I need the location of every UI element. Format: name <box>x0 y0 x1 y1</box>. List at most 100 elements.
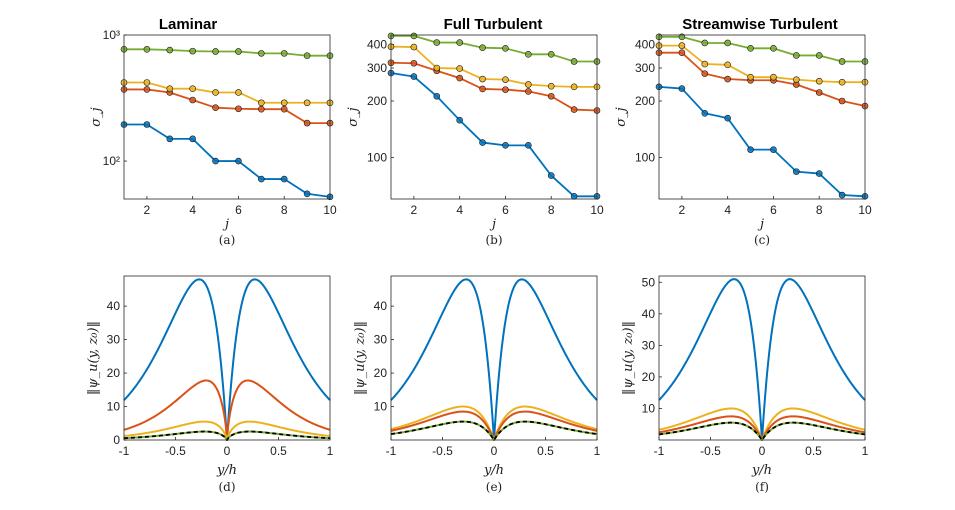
panel-b-series-1-line <box>390 61 598 112</box>
panel-b-series-0-point <box>433 92 441 100</box>
panel-b-series-1-point <box>547 92 555 100</box>
panel-e-ytick-label: 40 <box>374 299 388 313</box>
panel-c-series-0-point <box>793 168 800 175</box>
panel-a-marks: 2 4 6 8 10 10² 10³ <box>103 28 337 217</box>
panel-e-xtick-label: -1 <box>386 444 397 458</box>
panel-c-frame <box>658 34 866 200</box>
panel-a-series-3-point <box>303 52 311 60</box>
panel-a-series-0-point <box>143 121 151 128</box>
panel-b-series-2-point <box>479 75 486 83</box>
panel-f-xtick-label: -1 <box>654 444 665 458</box>
panel-c-series-0-point <box>815 170 823 177</box>
panel-b-xtick-label: 4 <box>456 203 463 217</box>
panel-f-streamwise-turbulent-psi: -1 -0.5 0 0.5 1 10 20 30 40 50 y/h ‖ψ_u(y, z₀)‖ (… <box>621 275 869 494</box>
panel-b-ylabel: σ_j <box>346 107 361 126</box>
panel-b-marks: 2 4 6 8 10 100 200 300 400 <box>367 32 604 217</box>
panel-f-xtick-label: 1 <box>862 444 869 458</box>
panel-b-xtick-label: 10 <box>590 203 604 217</box>
panel-c-series-2-point <box>815 77 823 85</box>
panel-a-series-2-point <box>212 89 219 96</box>
panel-a-series-3-line <box>124 48 330 57</box>
panel-e-xlabel: y/h <box>483 463 504 478</box>
panel-b-series-0-point <box>502 142 509 149</box>
panel-a-xtick-label: 4 <box>189 203 196 217</box>
panel-f-ytick-label: 50 <box>642 275 656 289</box>
panel-c-series-0-point <box>701 109 709 117</box>
panel-b-series-1-point <box>410 59 418 67</box>
panel-f-marks: -1 -0.5 0 0.5 1 10 20 30 40 50 <box>642 275 869 458</box>
panel-c-series-2-point <box>701 60 709 68</box>
panel-d-ytick-label: 0 <box>113 433 120 447</box>
panel-a-caption: (a) <box>219 233 236 247</box>
panel-f-ytick-label: 10 <box>642 401 656 415</box>
panel-e-caption: (e) <box>486 480 502 494</box>
panel-c-series-0-point <box>770 146 777 153</box>
panel-f-series-0-line <box>658 278 866 441</box>
panel-b-series-2-point <box>456 65 463 72</box>
panel-d-xtick-label: 1 <box>327 444 334 458</box>
panel-b-series-0-line <box>390 72 597 198</box>
panel-a-series-2-point <box>143 79 151 86</box>
panel-a-series-2-line <box>124 81 330 104</box>
panel-a-xtick-label: 2 <box>144 203 151 217</box>
panel-c-series-3-point <box>724 39 731 47</box>
panel-b-series-3-point <box>433 39 441 46</box>
panel-c-series-3-line <box>659 35 865 63</box>
panel-a-series-2-point <box>280 99 288 107</box>
panel-f-series-dashed-black-line <box>658 421 866 441</box>
panel-d-ylabel: ‖ψ_u(y, z₀)‖ <box>86 321 101 395</box>
panel-b-series-1-point <box>456 74 463 82</box>
panel-a-series-2-point <box>235 89 242 96</box>
panel-c-xtick-label: 10 <box>858 203 872 217</box>
panel-b-series-2-point <box>433 64 441 72</box>
panel-c-xtick-label: 2 <box>679 203 686 217</box>
panel-b-xlabel: j <box>489 217 496 232</box>
panel-d-xlabel: y/h <box>216 463 237 478</box>
panel-a-series-1-point <box>303 119 311 127</box>
panel-a-series-1-point <box>212 104 219 112</box>
panel-c-series-1-point <box>724 75 731 83</box>
panel-b-series-0-point <box>570 193 578 200</box>
panel-c-xtick-label: 6 <box>770 203 777 217</box>
panel-d-xtick-label: -1 <box>119 444 130 458</box>
panel-c-marks: 2 4 6 8 10 100 200 300 400 <box>635 33 872 217</box>
panel-b-series-1-point <box>479 85 486 93</box>
panel-e-xtick-label: 0 <box>491 444 498 458</box>
panel-b-series-3-point <box>570 58 578 65</box>
panel-e-full-turbulent-psi: -1 -0.5 0 0.5 1 10 20 30 40 y/h ‖ψ_u(y, z₀)‖ (e) <box>353 275 601 494</box>
panel-c-series-3-point <box>747 45 754 52</box>
panel-b-series-3-point <box>456 39 463 46</box>
panel-b-frame <box>390 34 598 200</box>
panel-f-xtick-label: 0 <box>759 444 766 458</box>
panel-b-series-3-point <box>525 51 532 58</box>
panel-d-ytick-label: 10 <box>107 400 121 414</box>
panel-c-xlabel: j <box>757 217 764 232</box>
panel-b-series-2-line <box>390 45 597 88</box>
panel-f-frame <box>658 275 866 441</box>
panel-d-xtick-label: 0.5 <box>270 444 287 458</box>
panel-a-series-0-point <box>212 157 219 165</box>
panel-b-series-3-point <box>479 44 486 51</box>
panel-c-series-3-point <box>793 52 800 59</box>
panel-c-series-0-point <box>724 114 731 122</box>
panel-f-xtick-label: -0.5 <box>700 444 721 458</box>
panel-a-series-3-point <box>258 50 265 57</box>
panel-e-series-0-line <box>390 278 598 441</box>
panel-d-xtick-label: 0 <box>224 444 231 458</box>
panel-a-series-2-point <box>166 85 174 92</box>
panel-a-series-2-point <box>303 99 311 107</box>
panel-c-ylabel: σ_j <box>614 107 629 126</box>
panel-a-series-3-point <box>143 46 151 53</box>
panel-c-series-2-point <box>678 42 686 49</box>
panel-c-ytick-label: 300 <box>635 61 655 75</box>
panel-c-ytick-label: 100 <box>635 150 655 164</box>
panel-c-series-1-point <box>701 70 709 77</box>
panel-e-xtick-label: 0.5 <box>537 444 554 458</box>
panel-b-series-2-point <box>525 81 532 88</box>
panel-a-xtick-label: 8 <box>281 203 288 217</box>
panel-c-series-1-line <box>659 51 866 107</box>
panel-a-series-0-point <box>235 157 242 165</box>
panel-c-ytick-label: 200 <box>635 94 655 108</box>
